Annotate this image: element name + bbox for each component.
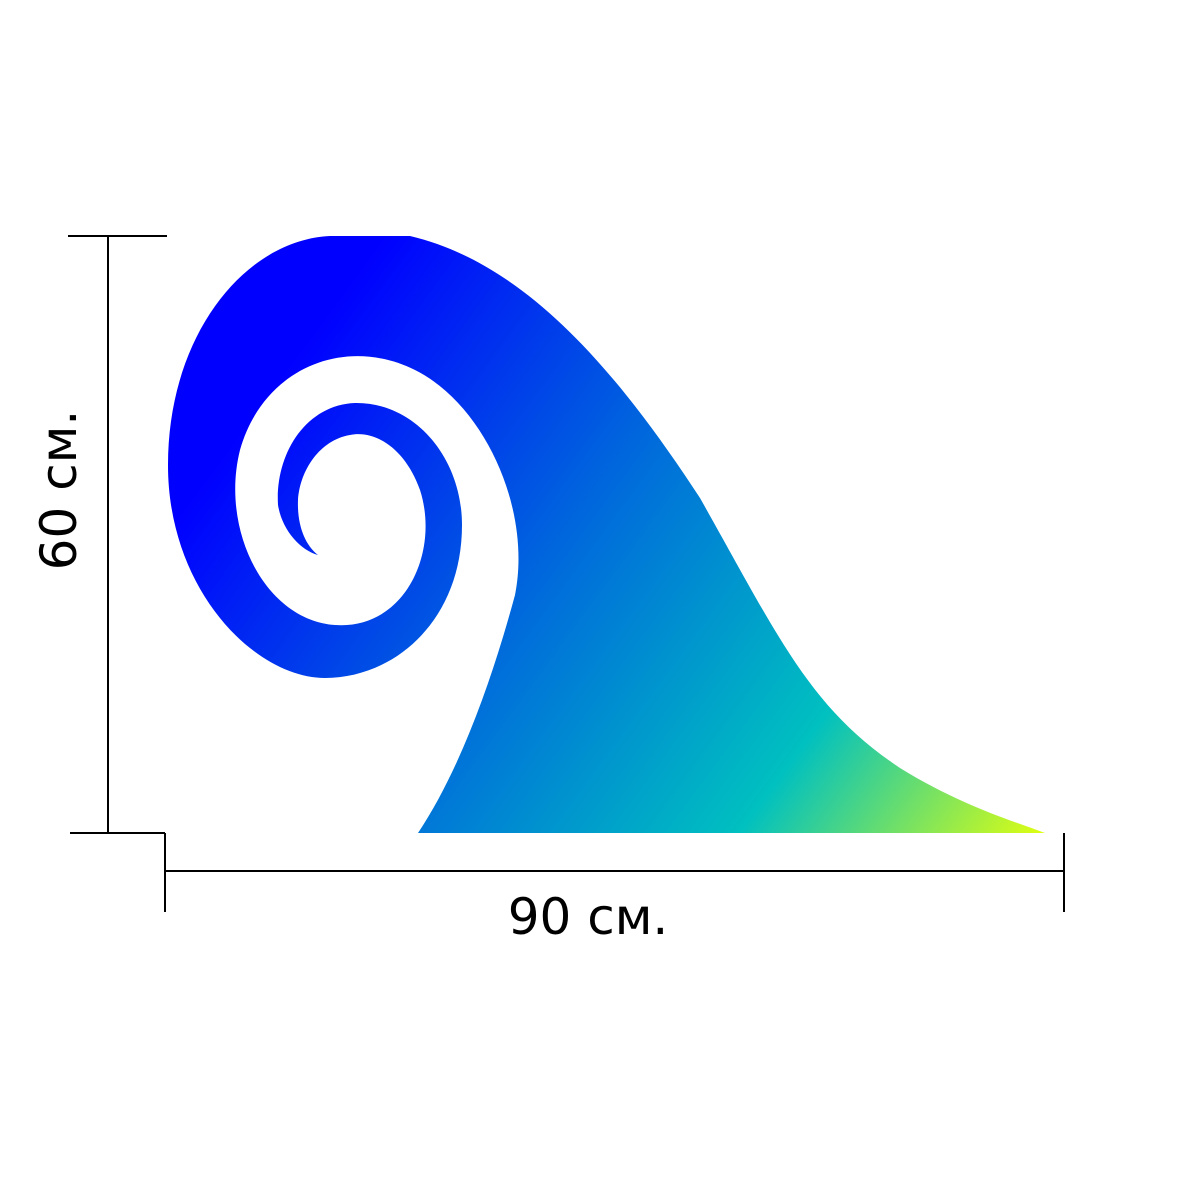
height-dimension (68, 235, 167, 834)
width-dimension-label: 90 см. (507, 888, 669, 946)
wave-spiral-shape (168, 236, 1045, 833)
height-dimension-label: 60 см. (30, 409, 88, 571)
width-dimension (164, 833, 1065, 912)
